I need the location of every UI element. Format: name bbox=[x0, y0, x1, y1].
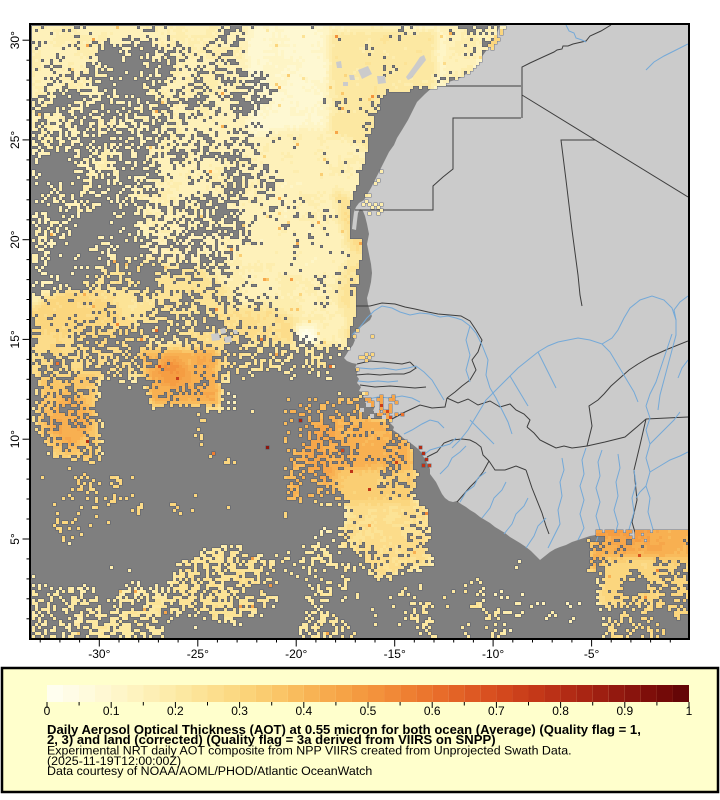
svg-text:2, 3) and land (corrected) (Qu: 2, 3) and land (corrected) (Quality flag… bbox=[47, 732, 496, 747]
svg-text:0.8: 0.8 bbox=[552, 704, 569, 718]
svg-text:0.3: 0.3 bbox=[231, 704, 248, 718]
svg-text:25°: 25° bbox=[8, 131, 22, 149]
svg-text:Experimental NRT daily AOT com: Experimental NRT daily AOT composite fro… bbox=[47, 744, 572, 758]
svg-text:-30°: -30° bbox=[88, 647, 110, 661]
svg-text:1: 1 bbox=[686, 704, 693, 718]
svg-text:0.6: 0.6 bbox=[424, 704, 441, 718]
svg-text:(2025-11-19T12:00:00Z): (2025-11-19T12:00:00Z) bbox=[47, 754, 181, 768]
svg-text:-10°: -10° bbox=[482, 647, 504, 661]
svg-text:10°: 10° bbox=[8, 430, 22, 448]
svg-text:0.2: 0.2 bbox=[167, 704, 184, 718]
svg-text:30°: 30° bbox=[8, 31, 22, 49]
svg-text:0.5: 0.5 bbox=[360, 704, 377, 718]
svg-text:0.1: 0.1 bbox=[103, 704, 120, 718]
svg-text:0.9: 0.9 bbox=[616, 704, 633, 718]
svg-text:-5°: -5° bbox=[584, 647, 600, 661]
svg-text:Data courtesy of NOAA/AOML/PHO: Data courtesy of NOAA/AOML/PHOD/Atlantic… bbox=[47, 764, 372, 778]
svg-text:0.7: 0.7 bbox=[488, 704, 505, 718]
svg-text:0.4: 0.4 bbox=[295, 704, 312, 718]
svg-text:-25°: -25° bbox=[187, 647, 209, 661]
svg-text:0: 0 bbox=[44, 704, 51, 718]
svg-text:-20°: -20° bbox=[285, 647, 307, 661]
svg-text:20°: 20° bbox=[8, 230, 22, 248]
svg-text:Daily Aerosol Optical Thicknes: Daily Aerosol Optical Thickness (AOT) at… bbox=[47, 722, 641, 737]
svg-text:15°: 15° bbox=[8, 330, 22, 348]
svg-text:-15°: -15° bbox=[384, 647, 406, 661]
svg-text:5°: 5° bbox=[8, 533, 22, 545]
